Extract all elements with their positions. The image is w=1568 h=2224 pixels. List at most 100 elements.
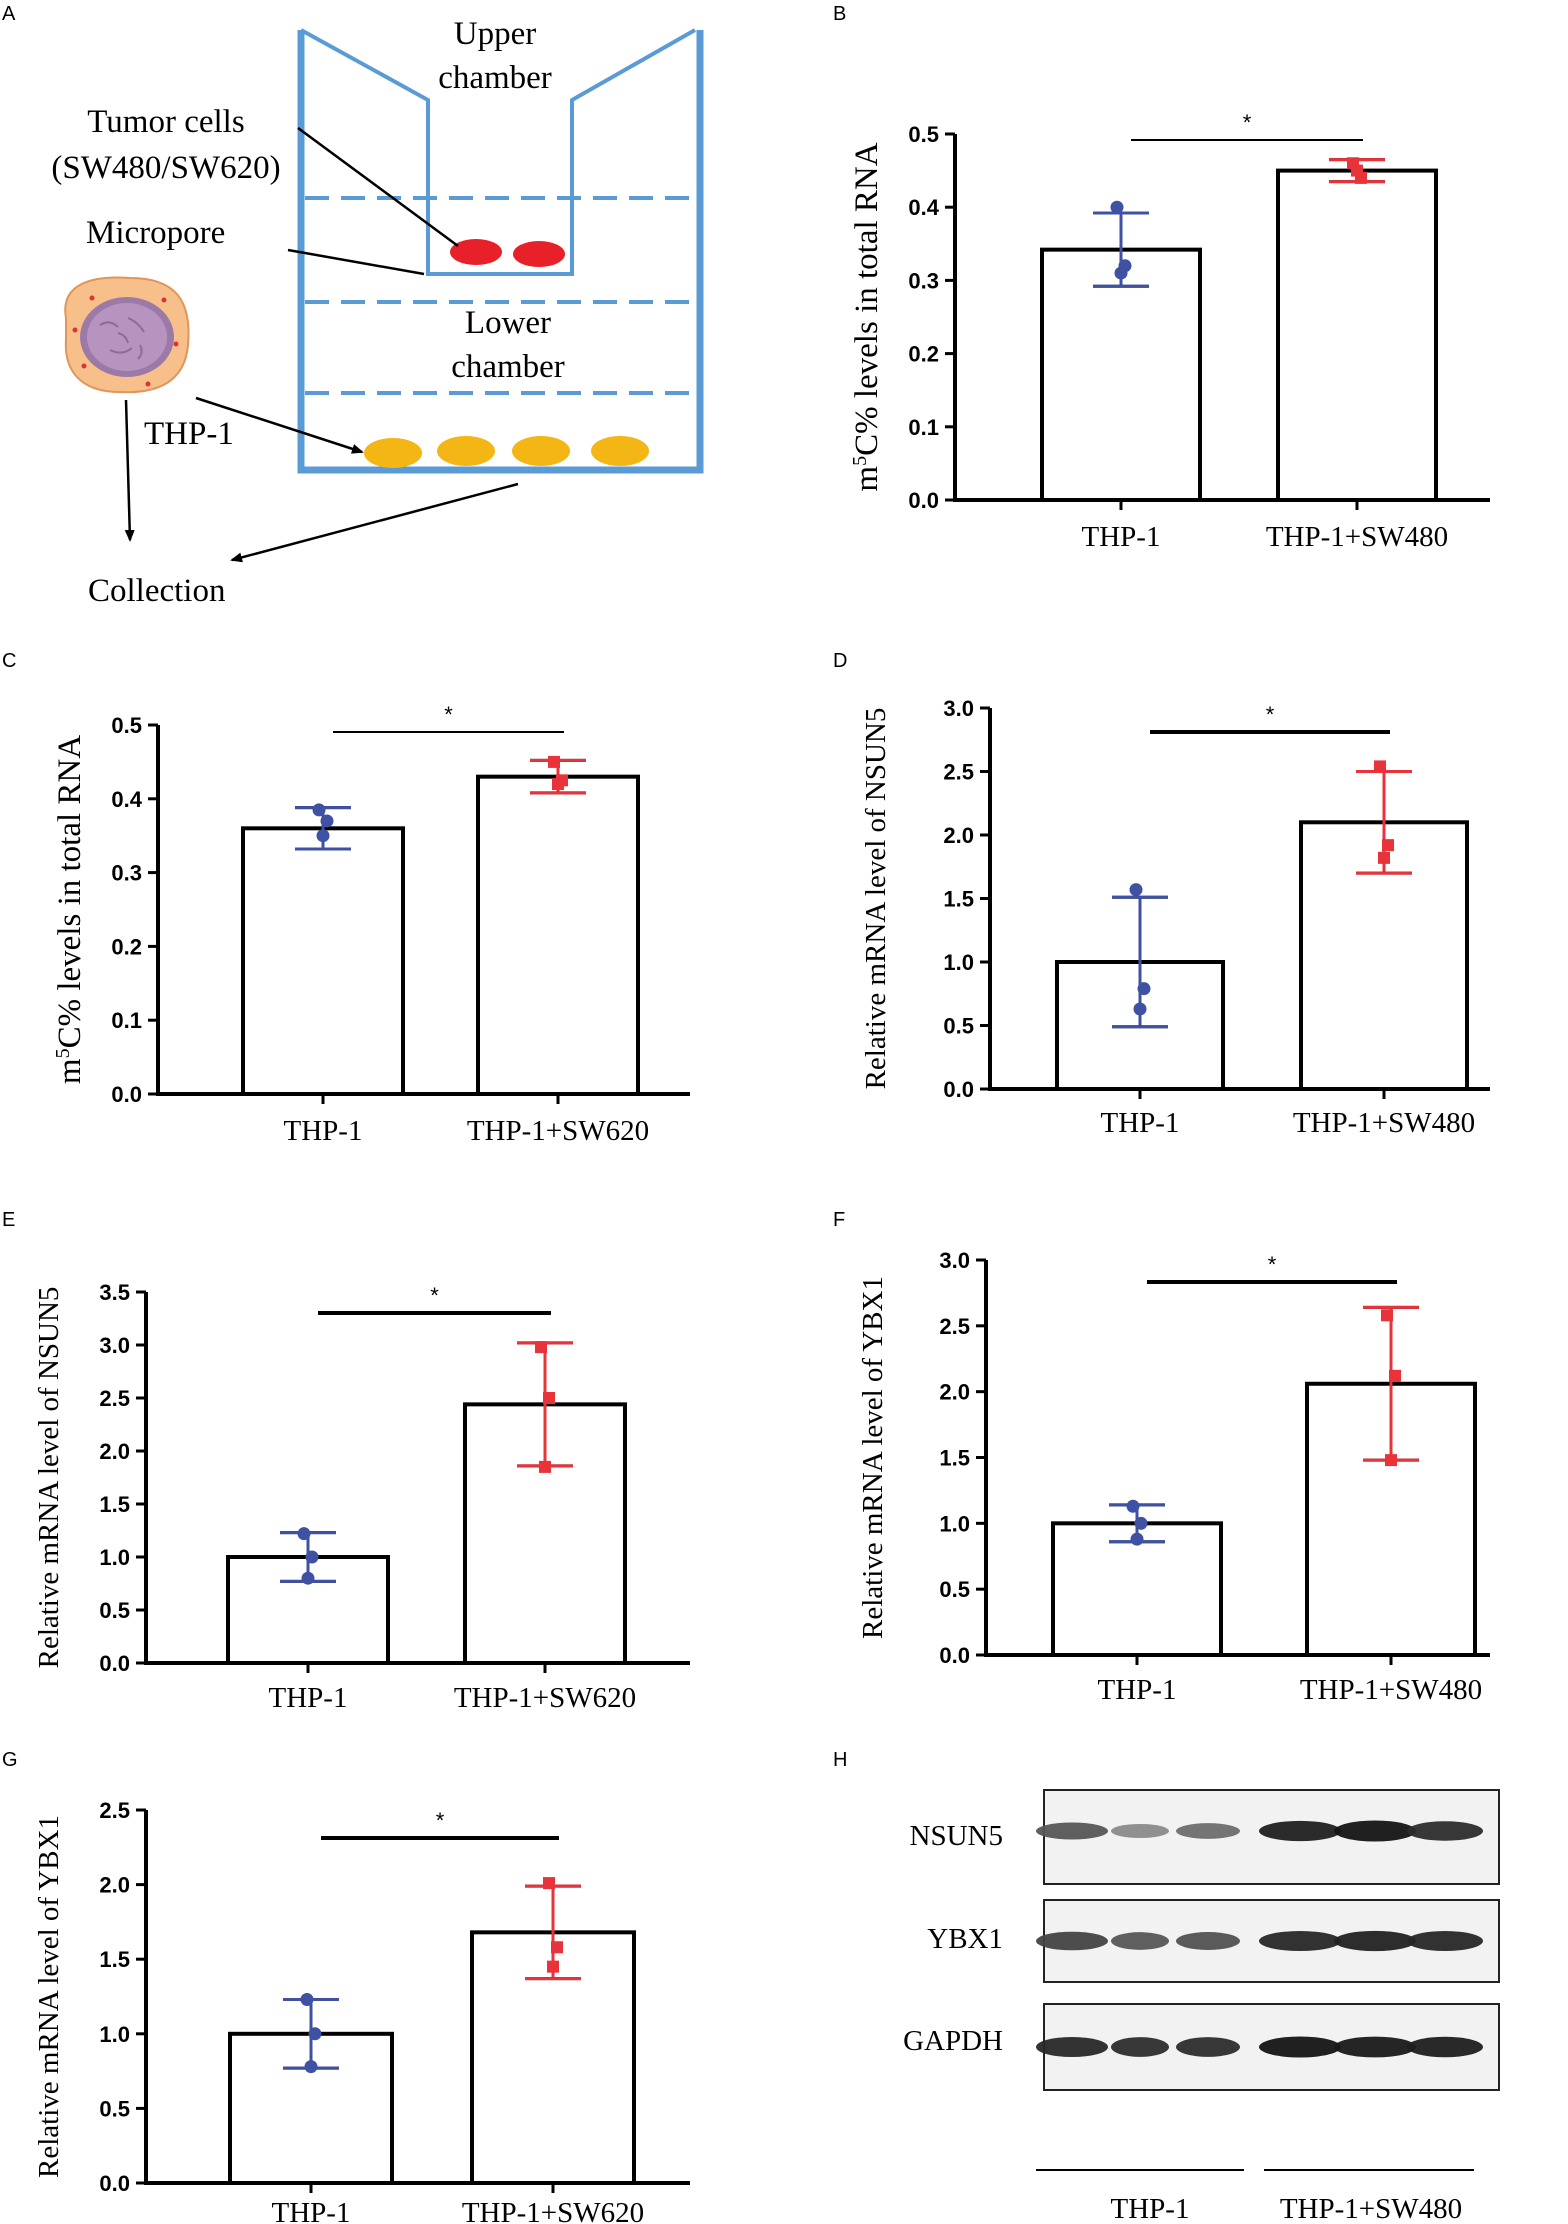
data-point (1114, 266, 1128, 280)
y-tick-label: 0.4 (111, 787, 142, 812)
data-point (535, 1341, 547, 1354)
data-point (552, 778, 564, 791)
blot-row-label: GAPDH (903, 2025, 1003, 2057)
panel-d-chart: 0.0 0.5 1.0 1.5 2.0 2.5 3.0 THP-1 THP-1+SW480 * Re… (860, 696, 1490, 1139)
blot-band (1176, 1823, 1240, 1839)
x-category-label: THP-1+SW620 (454, 1682, 636, 1714)
data-point (1126, 1499, 1140, 1513)
y-axis-label: Relative mRNA level of NSUN5 (860, 708, 892, 1090)
blot-row-label: NSUN5 (910, 1820, 1003, 1852)
data-point (1381, 1309, 1393, 1322)
bar (241, 826, 405, 1096)
data-point (1130, 1532, 1144, 1546)
y-tick-label: 2.0 (939, 1380, 970, 1405)
upper-chamber-insert (300, 28, 696, 276)
panel-letter-d: D (833, 650, 847, 672)
blot-band (1259, 1930, 1341, 1952)
panel-b-chart: 0.0 0.1 0.2 0.3 0.4 0.5 THP-1 THP-1+SW480 * m5C% … (849, 110, 1490, 553)
y-tick-label: 0.0 (99, 2171, 130, 2196)
chamber-to-collection-arrow (230, 482, 519, 563)
blot-band (1334, 1820, 1416, 1842)
data-point (1378, 851, 1390, 864)
data-point (304, 2060, 318, 2074)
blot-band (1407, 2036, 1483, 2058)
data-point (1374, 760, 1386, 773)
blot-group-label: THP-1+SW480 (1280, 2193, 1462, 2224)
x-category-label: THP-1 (269, 1682, 348, 1714)
x-category-label: THP-1 (1082, 521, 1161, 553)
y-tick-label: 1.0 (99, 2022, 130, 2047)
y-tick-label: 0.2 (111, 934, 142, 959)
panel-letter-g: G (2, 1749, 18, 1771)
data-point (1137, 982, 1151, 996)
data-point (1133, 1002, 1147, 1016)
y-tick-label: 1.0 (99, 1545, 130, 1570)
y-tick-label: 3.0 (99, 1333, 130, 1358)
y-tick-label: 0.3 (908, 268, 939, 293)
panel-c-chart: 0.0 0.1 0.2 0.3 0.4 0.5 THP-1 THP-1+SW620 * m5C% … (52, 702, 690, 1147)
panel-letter-e: E (2, 1209, 15, 1231)
blot-band (1407, 1930, 1483, 1952)
y-tick-label: 3.0 (943, 696, 974, 721)
panel-g-chart: 0.0 0.5 1.0 1.5 2.0 2.5 THP-1 THP-1+SW620 * Relat… (33, 1798, 690, 2224)
bar (1276, 168, 1438, 502)
data-point (548, 755, 560, 768)
blot-band (1176, 1932, 1240, 1950)
micropore-label: Micropore (86, 215, 225, 251)
y-tick-label: 2.0 (99, 1439, 130, 1464)
y-tick-label: 1.5 (943, 887, 974, 912)
y-tick-label: 0.5 (99, 1598, 130, 1623)
tumor-pointer-line (297, 126, 459, 248)
significance-star: * (436, 1808, 445, 1833)
y-axis-label: m5C% levels in total RNA (849, 142, 885, 491)
bar (476, 774, 640, 1096)
y-axis-label: m5C% levels in total RNA (52, 735, 88, 1084)
y-axis-label: Relative mRNA level of NSUN5 (33, 1287, 65, 1669)
y-tick-label: 2.5 (939, 1314, 970, 1339)
significance-star: * (444, 702, 453, 727)
data-point (300, 1992, 314, 2006)
y-tick-label: 2.0 (99, 1873, 130, 1898)
y-tick-label: 0.5 (99, 2096, 130, 2121)
y-tick-label: 0.2 (908, 342, 939, 367)
y-tick-label: 0.0 (943, 1077, 974, 1102)
y-tick-label: 0.0 (99, 1651, 130, 1676)
y-tick-label: 0.0 (939, 1643, 970, 1668)
y-tick-label: 0.1 (908, 415, 939, 440)
blot-band (1334, 1930, 1416, 1952)
tumor-cells-subtype-label: (SW480/SW620) (51, 150, 280, 186)
tumor-cells-label: Tumor cells (87, 104, 244, 140)
tumor-cell (513, 241, 565, 267)
data-point (1110, 200, 1124, 214)
panel-letter-a: A (2, 3, 16, 25)
panel-h-western-blot: NSUN5 YBX1 GAPDH THP-1 THP-1+SW480 (903, 1789, 1500, 2224)
y-tick-label: 0.1 (111, 1008, 142, 1033)
y-tick-label: 1.5 (99, 1492, 130, 1517)
y-tick-label: 2.5 (99, 1386, 130, 1411)
blot-band (1176, 2037, 1240, 2057)
blot-group-label: THP-1 (1111, 2193, 1190, 2224)
y-tick-label: 1.5 (939, 1446, 970, 1471)
y-axis-label: Relative mRNA level of YBX1 (33, 1815, 65, 2178)
blot-band (1036, 1822, 1108, 1840)
y-tick-label: 0.0 (111, 1082, 142, 1107)
blot-band (1111, 2037, 1169, 2057)
data-point (543, 1392, 555, 1404)
data-point (547, 1960, 559, 1973)
data-point (308, 2027, 322, 2041)
collection-label: Collection (88, 573, 225, 609)
x-category-label: THP-1+SW620 (467, 1115, 649, 1147)
data-point (1382, 839, 1394, 852)
y-tick-label: 0.4 (908, 195, 939, 220)
blot-band (1407, 1821, 1483, 1841)
x-category-label: THP-1 (272, 2197, 351, 2224)
y-tick-label: 3.0 (939, 1248, 970, 1273)
macrophage-cell (437, 436, 495, 466)
macrophage-cell (364, 438, 422, 468)
significance-star: * (1266, 702, 1275, 727)
thp1-to-chamber-arrow (195, 396, 364, 454)
data-point (1351, 164, 1363, 177)
panel-e-chart: 0.0 0.5 1.0 1.5 2.0 2.5 3.0 3.5 THP-1 THP-1+SW620… (33, 1280, 690, 1714)
lower-chamber-label-line2: chamber (451, 349, 565, 385)
thp1-cell-icon (64, 276, 190, 394)
